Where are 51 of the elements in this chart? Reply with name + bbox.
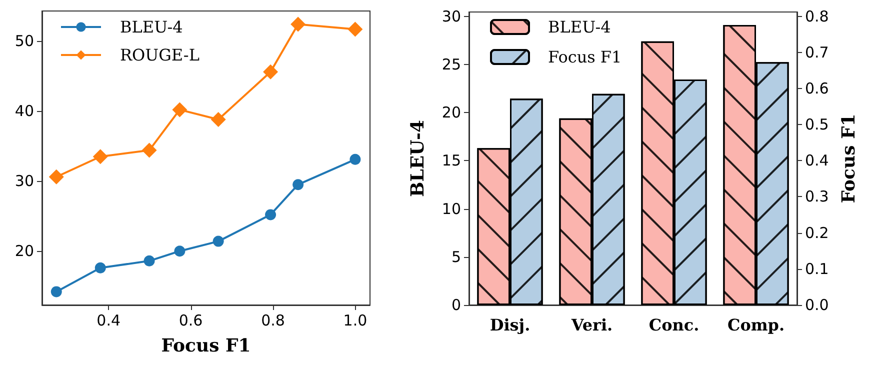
point — [290, 16, 306, 32]
point — [348, 22, 363, 37]
y-tick-label: 40 — [14, 102, 34, 120]
point — [172, 102, 188, 118]
point — [350, 154, 361, 165]
x-tick-label: 0.4 — [96, 312, 121, 330]
y2-tick-label: 0.2 — [805, 224, 829, 242]
legend-label: BLEU-4 — [548, 18, 611, 36]
x-tick-label: 1.0 — [343, 312, 368, 330]
y2-tick-label: 0.3 — [805, 188, 829, 206]
point — [292, 179, 304, 190]
x-tick-label: Comp. — [727, 316, 785, 334]
y-tick-label: 15 — [442, 152, 461, 170]
y2-tick-label: 0.6 — [805, 79, 829, 98]
y-tick-label: 50 — [14, 32, 34, 50]
y-tick-label: 10 — [442, 200, 461, 218]
y-tick-label: 30 — [14, 172, 34, 190]
x-axis-title: Focus F1 — [161, 336, 251, 356]
point — [265, 209, 276, 220]
point — [50, 286, 62, 298]
y2-tick-label: 0.5 — [805, 116, 829, 134]
point — [48, 169, 64, 184]
point — [94, 262, 106, 274]
point — [174, 246, 186, 257]
point — [144, 255, 155, 266]
point — [212, 236, 224, 247]
y2-tick-label: 0.0 — [805, 296, 829, 314]
point — [142, 142, 157, 158]
x-tick-label: Disj. — [490, 316, 530, 334]
legend-label: Focus F1 — [548, 48, 622, 66]
y2-tick-label: 0.8 — [805, 7, 829, 26]
y-tick-label: 20 — [442, 104, 461, 122]
y2-axis-title: Focus F1 — [838, 114, 860, 204]
y2-tick-label: 0.4 — [805, 152, 829, 170]
y-tick-label: 0 — [451, 296, 461, 314]
y-tick-label: 25 — [442, 55, 461, 74]
y-tick-label: 30 — [442, 7, 461, 26]
y-axis-title: BLEU-4 — [408, 120, 428, 197]
point — [210, 112, 226, 127]
x-tick-label: Conc. — [648, 316, 700, 334]
x-tick-label: 0.8 — [261, 312, 285, 330]
point — [92, 149, 108, 164]
y2-tick-label: 0.1 — [805, 260, 829, 278]
y2-tick-label: 0.7 — [805, 43, 829, 62]
point — [263, 64, 278, 80]
legend-label: ROUGE-L — [120, 46, 200, 64]
y-tick-label: 5 — [451, 248, 461, 266]
x-tick-label: 0.6 — [178, 312, 203, 330]
x-tick-label: Veri. — [570, 316, 613, 334]
legend-label: BLEU-4 — [120, 18, 183, 36]
y-tick-label: 20 — [14, 242, 34, 260]
